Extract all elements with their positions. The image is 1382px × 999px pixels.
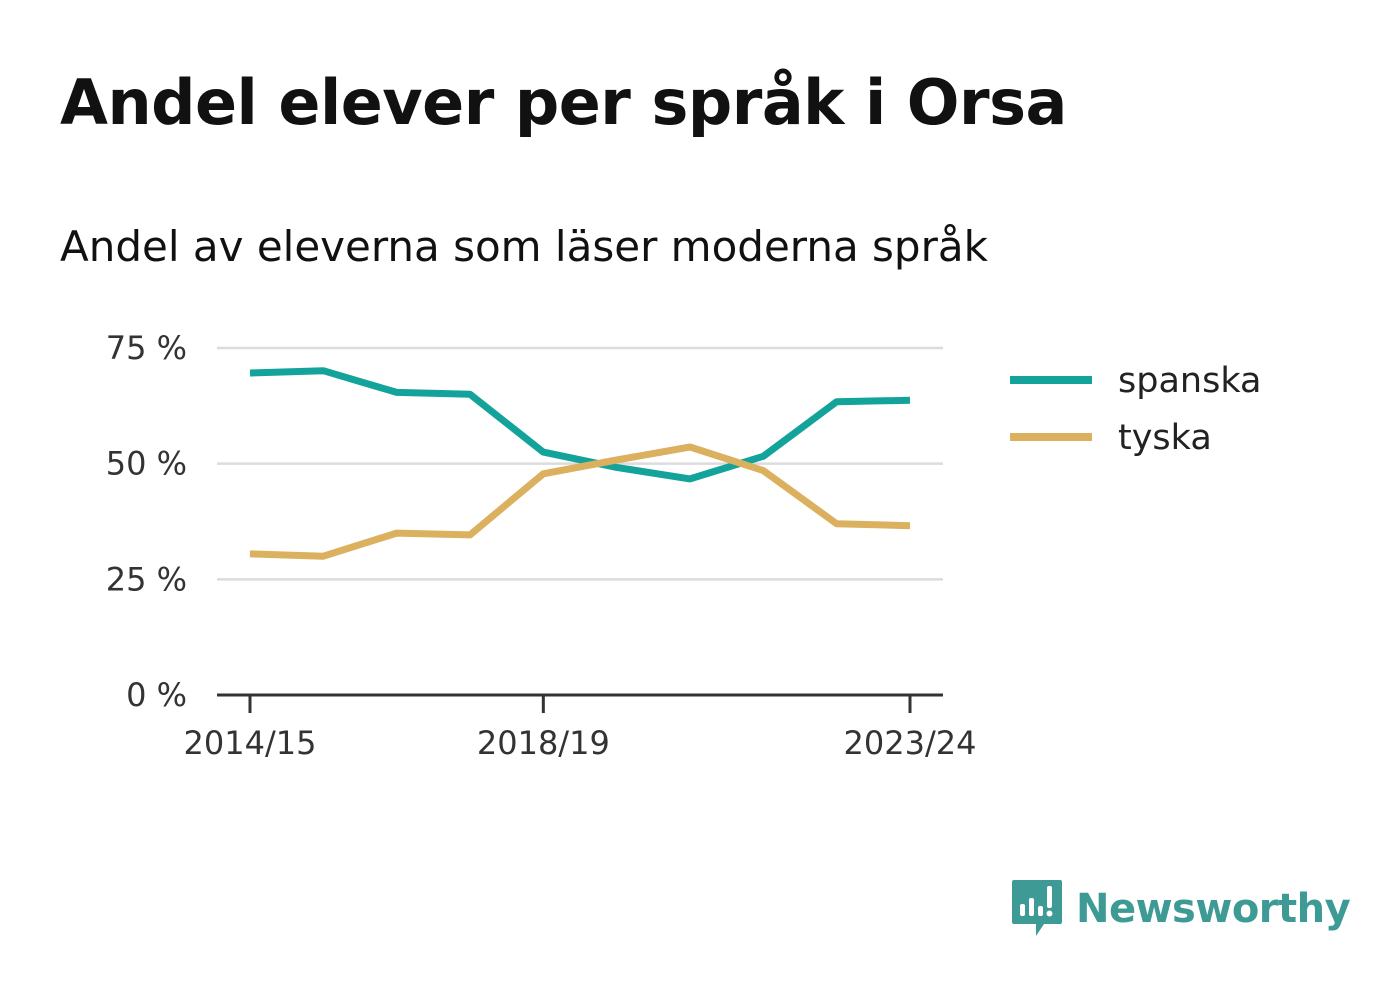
series-line-spanska — [249, 367, 911, 483]
newsworthy-logo-text: Newsworthy — [1076, 886, 1351, 932]
newsworthy-logo-icon — [1012, 880, 1062, 936]
legend-label-tyska: tyska — [1118, 418, 1212, 458]
axes: 0 % 25 % 50 % 75 % 2014/15 2018/19 2023/24 — [106, 329, 977, 762]
y-tick-label: 50 % — [106, 445, 187, 483]
y-tick-label: 75 % — [106, 329, 187, 367]
series-line-tyska — [249, 443, 911, 560]
x-tick-label: 2023/24 — [844, 724, 977, 762]
series-lines — [249, 367, 911, 560]
legend-label-spanska: spanska — [1118, 361, 1261, 401]
y-tick-label: 0 % — [126, 676, 187, 714]
chart-subtitle: Andel av eleverna som läser moderna språ… — [60, 222, 988, 271]
x-tick-label: 2018/19 — [477, 724, 610, 762]
chart-title: Andel elever per språk i Orsa — [60, 66, 1067, 139]
newsworthy-logo: Newsworthy — [1010, 878, 1351, 940]
y-tick-label: 25 % — [106, 560, 187, 598]
x-tick-label: 2014/15 — [184, 724, 317, 762]
legend: spanska tyska — [1010, 361, 1261, 458]
